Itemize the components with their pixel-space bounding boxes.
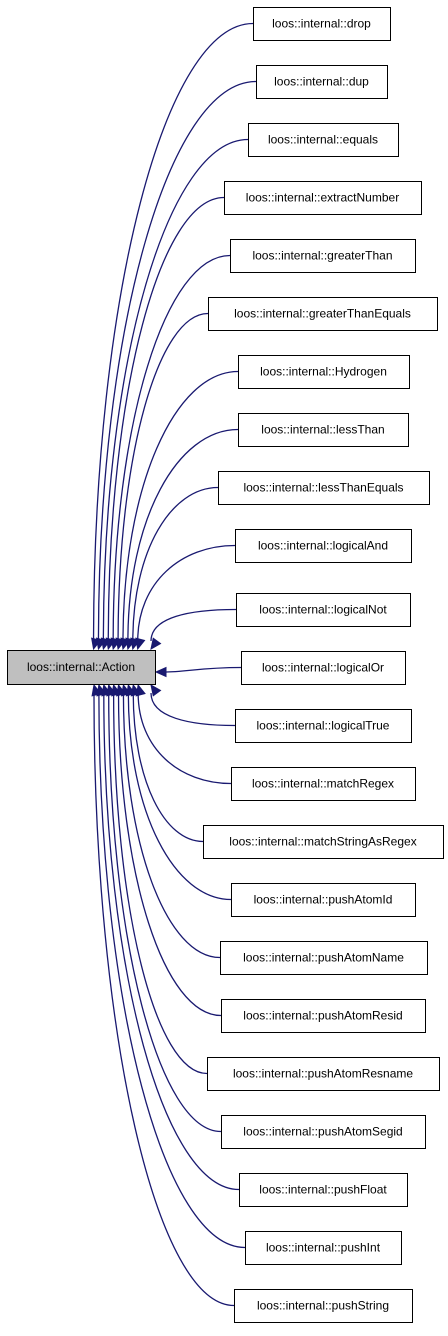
class-node-drop[interactable]: loos::internal::drop: [253, 7, 391, 41]
class-label-match-string-as-regex: loos::internal::matchStringAsRegex: [229, 835, 416, 849]
class-label-less-than: loos::internal::lessThan: [261, 423, 384, 437]
inheritance-edges: [91, 22, 257, 1307]
edge-equals: [102, 138, 249, 642]
edge-push-atom-segid: [108, 692, 222, 1133]
class-node-push-atom-resname[interactable]: loos::internal::pushAtomResname: [207, 1057, 440, 1091]
class-node-less-than[interactable]: loos::internal::lessThan: [238, 413, 409, 447]
edge-logical-or: [163, 666, 242, 673]
class-label-hydrogen: loos::internal::Hydrogen: [260, 365, 387, 379]
edge-less-than-equals: [132, 486, 219, 642]
arrowhead-logical-or: [154, 666, 167, 678]
class-label-equals: loos::internal::equals: [268, 133, 378, 147]
class-label-logical-and: loos::internal::logicalAnd: [258, 539, 388, 553]
edge-push-atom-resname: [112, 692, 208, 1075]
class-label-push-atom-resid: loos::internal::pushAtomResid: [243, 1009, 402, 1023]
class-node-equals[interactable]: loos::internal::equals: [248, 123, 399, 157]
class-label-logical-not: loos::internal::logicalNot: [259, 603, 387, 617]
edge-drop: [92, 22, 254, 642]
class-node-push-atom-name[interactable]: loos::internal::pushAtomName: [220, 941, 428, 975]
class-node-logical-not[interactable]: loos::internal::logicalNot: [236, 593, 411, 627]
class-node-greater-than[interactable]: loos::internal::greaterThan: [230, 239, 416, 273]
class-node-push-atom-resid[interactable]: loos::internal::pushAtomResid: [221, 999, 426, 1033]
edge-dup: [97, 80, 257, 642]
edge-greater-than-equals: [117, 312, 209, 642]
edge-extract-number: [107, 196, 225, 642]
edge-hydrogen: [122, 370, 239, 642]
class-label-drop: loos::internal::drop: [272, 17, 371, 31]
base-class-node[interactable]: loos::internal::Action: [7, 650, 156, 685]
arrowhead-logical-not: [150, 637, 162, 650]
class-label-match-regex: loos::internal::matchRegex: [252, 777, 394, 791]
edge-logical-not: [150, 608, 237, 642]
base-class-label: loos::internal::Action: [27, 660, 135, 674]
class-label-logical-true: loos::internal::logicalTrue: [257, 719, 390, 733]
edge-greater-than: [112, 254, 231, 642]
class-node-greater-than-equals[interactable]: loos::internal::greaterThanEquals: [208, 297, 438, 331]
edge-logical-and: [137, 544, 236, 642]
class-node-push-atom-id[interactable]: loos::internal::pushAtomId: [231, 883, 416, 917]
edge-logical-true: [150, 692, 236, 727]
edge-match-string-as-regex: [132, 692, 204, 843]
class-label-push-atom-id: loos::internal::pushAtomId: [254, 893, 393, 907]
class-nodes: loos::internal::Action loos::internal::dr…: [7, 7, 444, 1323]
class-node-match-regex[interactable]: loos::internal::matchRegex: [231, 767, 416, 801]
class-label-push-atom-name: loos::internal::pushAtomName: [243, 951, 404, 965]
class-node-push-string[interactable]: loos::internal::pushString: [234, 1289, 413, 1323]
class-label-push-atom-segid: loos::internal::pushAtomSegid: [243, 1125, 402, 1139]
class-node-push-atom-segid[interactable]: loos::internal::pushAtomSegid: [221, 1115, 426, 1149]
edge-push-atom-id: [127, 692, 232, 901]
class-node-dup[interactable]: loos::internal::dup: [256, 65, 388, 99]
class-label-push-string: loos::internal::pushString: [257, 1299, 389, 1313]
edge-push-atom-name: [122, 692, 221, 959]
class-node-hydrogen[interactable]: loos::internal::Hydrogen: [238, 355, 410, 389]
arrowhead-push-string: [91, 683, 102, 697]
class-node-logical-or[interactable]: loos::internal::logicalOr: [241, 651, 406, 685]
edge-match-regex: [137, 692, 232, 785]
class-node-logical-true[interactable]: loos::internal::logicalTrue: [235, 709, 412, 743]
class-label-push-float: loos::internal::pushFloat: [259, 1183, 387, 1197]
class-label-dup: loos::internal::dup: [274, 75, 369, 89]
class-node-push-float[interactable]: loos::internal::pushFloat: [239, 1173, 408, 1207]
class-node-push-int[interactable]: loos::internal::pushInt: [245, 1231, 402, 1265]
class-node-match-string-as-regex[interactable]: loos::internal::matchStringAsRegex: [203, 825, 444, 859]
class-node-extract-number[interactable]: loos::internal::extractNumber: [224, 181, 422, 215]
class-label-extract-number: loos::internal::extractNumber: [246, 191, 399, 205]
arrowhead-logical-true: [150, 684, 162, 697]
arrowhead-logical-and: [135, 637, 146, 651]
class-node-less-than-equals[interactable]: loos::internal::lessThanEquals: [218, 471, 430, 505]
class-label-push-int: loos::internal::pushInt: [266, 1241, 381, 1255]
class-label-greater-than: loos::internal::greaterThan: [252, 249, 392, 263]
edge-push-string: [93, 692, 235, 1307]
class-label-less-than-equals: loos::internal::lessThanEquals: [243, 481, 403, 495]
class-label-logical-or: loos::internal::logicalOr: [262, 661, 384, 675]
class-node-logical-and[interactable]: loos::internal::logicalAnd: [235, 529, 412, 563]
edge-less-than: [127, 428, 239, 642]
edge-push-atom-resid: [117, 692, 222, 1017]
edge-push-float: [103, 692, 240, 1191]
class-label-push-atom-resname: loos::internal::pushAtomResname: [233, 1067, 413, 1081]
edge-push-int: [98, 692, 246, 1249]
class-label-greater-than-equals: loos::internal::greaterThanEquals: [234, 307, 411, 321]
